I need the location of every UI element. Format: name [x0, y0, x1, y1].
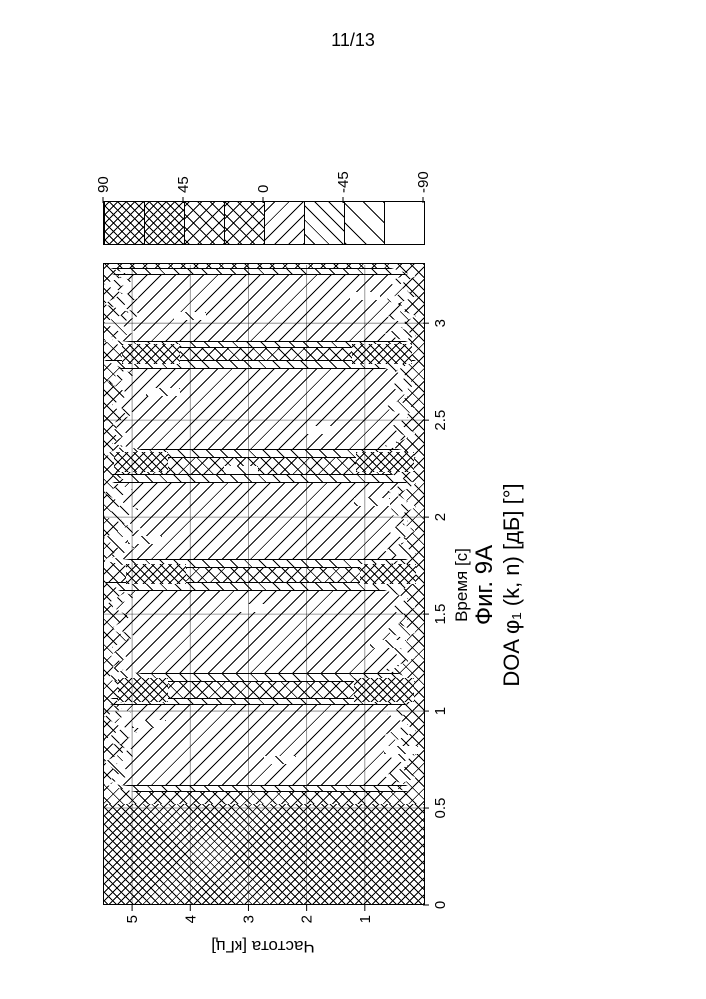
- x-tick-label: 2.5: [432, 410, 449, 431]
- figure-rotated-group: 00.511.522.53 12345 Время [с] Частота [к…: [93, 145, 613, 965]
- x-tick-label: 0.5: [432, 798, 449, 819]
- x-tick-label: 1.5: [432, 604, 449, 625]
- colorbar-band: [184, 202, 224, 244]
- x-axis-label: Время [с]: [452, 548, 471, 622]
- colorbar-band: [344, 202, 384, 244]
- colorbar-tick-label: -45: [335, 171, 352, 193]
- colorbar-tick-label: 0: [255, 185, 272, 193]
- colorbar-band: [104, 202, 144, 244]
- colorbar-tick-label: -90: [415, 171, 432, 193]
- page-number: 11/13: [0, 30, 706, 51]
- page: 11/13 00.511.522.53 12345 Время [с] Част…: [0, 0, 706, 999]
- x-tick-label: 2: [432, 513, 449, 521]
- colorbar-tick-label: 45: [175, 176, 192, 193]
- colorbar-tick-label: 90: [95, 176, 112, 193]
- colorbar: [103, 201, 425, 245]
- chart-axes: 00.511.522.53 12345 Время [с] Частота [к…: [93, 145, 613, 965]
- colorbar-band: [224, 202, 264, 244]
- colorbar-band: [264, 202, 304, 244]
- y-tick-label: 5: [124, 915, 141, 923]
- figure-caption-line1: Фиг. 9A: [471, 205, 499, 965]
- y-axis-label: Частота [кГц]: [211, 937, 315, 956]
- colorbar-ticks: 90450-45-90: [101, 121, 441, 201]
- y-tick-label: 1: [357, 915, 374, 923]
- y-tick-label: 4: [182, 915, 199, 923]
- x-tick-label: 0: [432, 901, 449, 909]
- colorbar-band: [304, 202, 344, 244]
- colorbar-band: [144, 202, 184, 244]
- colorbar-band: [384, 202, 424, 244]
- figure-caption-line2: DOA φ₁ (k, n) [дБ] [°]: [499, 205, 525, 965]
- y-tick-label: 3: [240, 915, 257, 923]
- y-tick-label: 2: [299, 915, 316, 923]
- x-tick-label: 1: [432, 707, 449, 715]
- x-tick-label: 3: [432, 319, 449, 327]
